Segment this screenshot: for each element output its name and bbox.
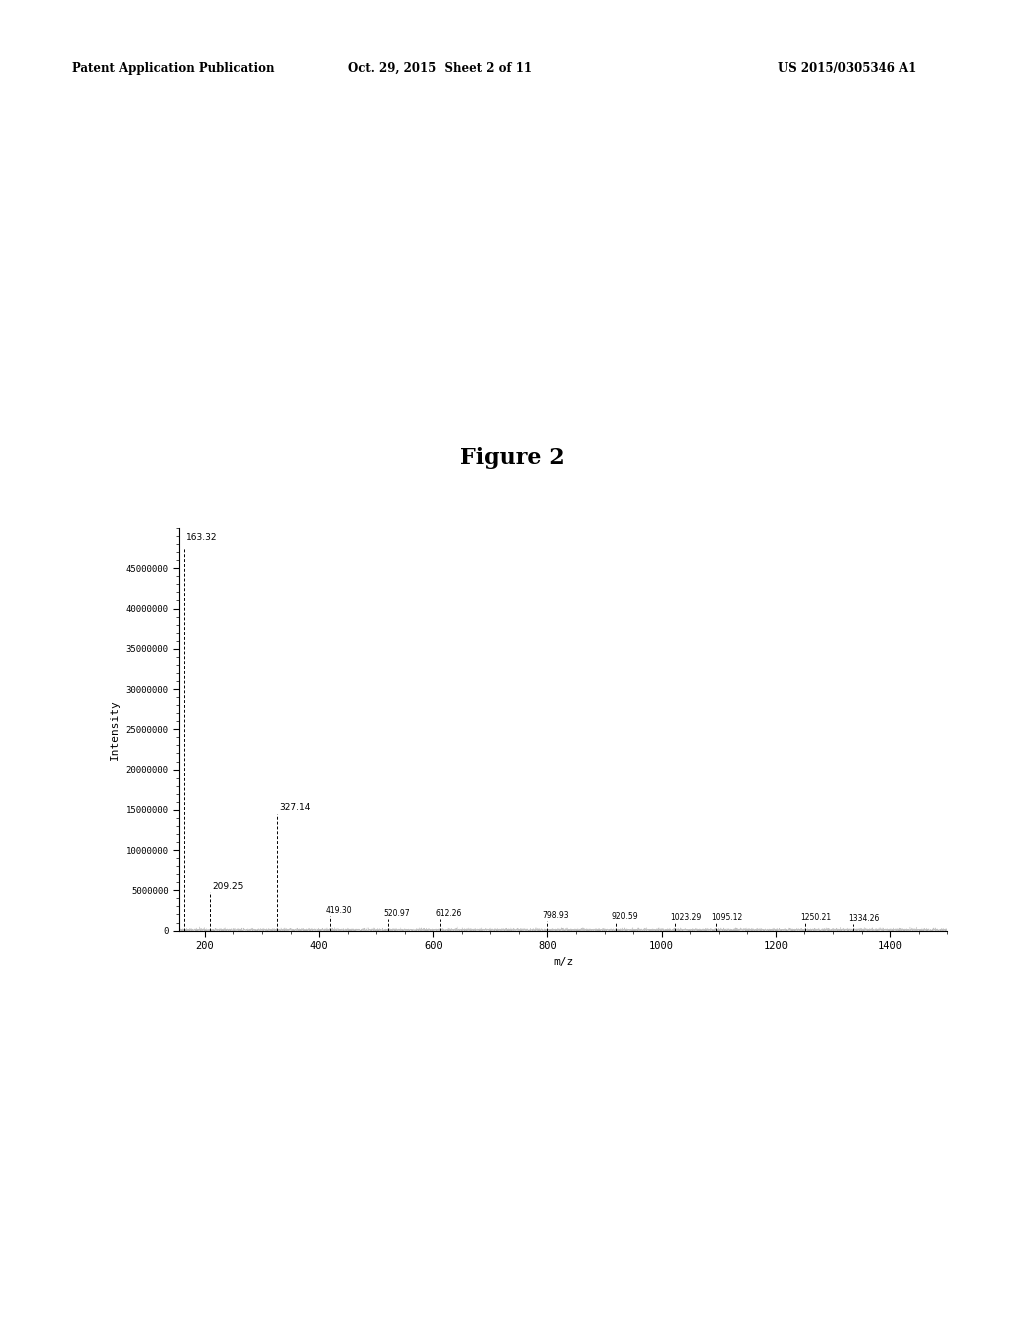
Text: Oct. 29, 2015  Sheet 2 of 11: Oct. 29, 2015 Sheet 2 of 11 (348, 62, 532, 75)
Text: 612.26: 612.26 (436, 909, 462, 919)
Text: 327.14: 327.14 (280, 803, 311, 812)
Text: 1023.29: 1023.29 (671, 912, 701, 921)
Text: US 2015/0305346 A1: US 2015/0305346 A1 (778, 62, 916, 75)
Text: Figure 2: Figure 2 (460, 446, 564, 469)
Text: 419.30: 419.30 (326, 906, 352, 915)
Text: 209.25: 209.25 (212, 882, 244, 891)
Text: 798.93: 798.93 (543, 911, 569, 920)
Text: 163.32: 163.32 (186, 533, 218, 543)
Y-axis label: Intensity: Intensity (111, 698, 120, 760)
Text: 520.97: 520.97 (384, 908, 411, 917)
Text: 1250.21: 1250.21 (800, 913, 831, 923)
Text: 1095.12: 1095.12 (712, 913, 742, 921)
X-axis label: m/z: m/z (553, 957, 573, 966)
Text: Patent Application Publication: Patent Application Publication (72, 62, 274, 75)
Text: 920.59: 920.59 (611, 912, 638, 921)
Text: 1334.26: 1334.26 (848, 913, 880, 923)
